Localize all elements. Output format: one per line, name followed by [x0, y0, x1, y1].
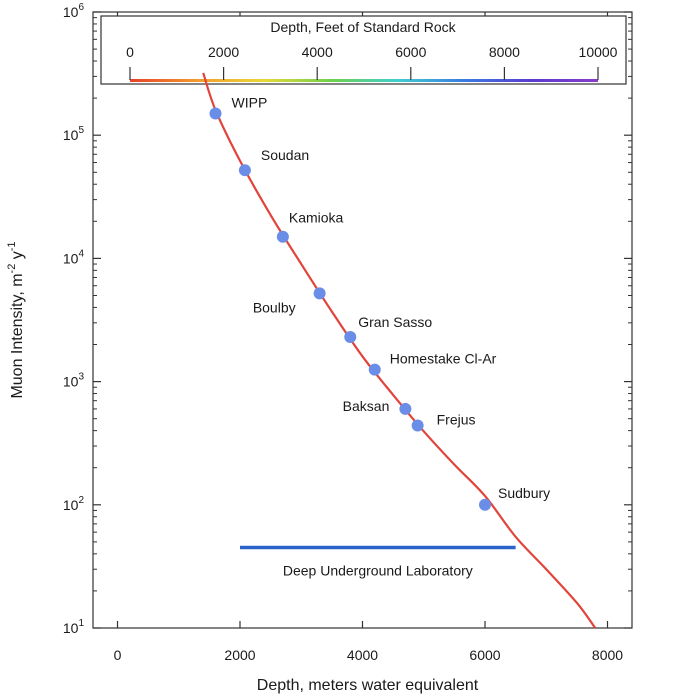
colorbar-tick-label: 8000: [489, 44, 520, 60]
y-tick-label: 106: [63, 2, 85, 20]
y-tick-label: 101: [63, 618, 85, 636]
data-point-wipp: [209, 107, 222, 120]
site-label: Baksan: [343, 398, 390, 414]
colorbar-tick-label: 2000: [208, 44, 239, 60]
site-label: Soudan: [261, 147, 309, 163]
data-point-gran-sasso: [344, 331, 357, 344]
x-tick-label: 4000: [347, 647, 378, 663]
y-tick-label: 102: [63, 495, 85, 513]
data-point-kamioka: [276, 230, 289, 243]
colorbar-tick-label: 10000: [579, 44, 618, 60]
data-point-baksan: [399, 402, 412, 415]
site-label: Boulby: [253, 299, 296, 315]
site-label: Frejus: [437, 412, 476, 428]
colorbar-tick-label: 6000: [395, 44, 426, 60]
x-tick-label: 0: [114, 647, 122, 663]
fit-curve-line: [202, 72, 597, 629]
data-point-sudbury: [479, 498, 491, 511]
y-tick-label: 104: [63, 248, 85, 266]
colorbar-inset-box: [100, 15, 627, 85]
underground-lab-label: Deep Underground Laboratory: [283, 563, 473, 579]
x-tick-label: 8000: [592, 647, 623, 663]
colorbar-tick-label: 0: [126, 44, 134, 60]
site-label: WIPP: [232, 95, 268, 111]
x-tick-label: 6000: [469, 647, 500, 663]
colorbar-title: Depth, Feet of Standard Rock: [270, 19, 456, 35]
data-point-soudan: [238, 164, 251, 177]
data-point-frejus: [411, 419, 424, 432]
colorbar-tick-label: 4000: [302, 44, 333, 60]
site-label: Homestake Cl-Ar: [390, 351, 497, 367]
site-label: Kamioka: [289, 210, 344, 226]
site-label: Gran Sasso: [358, 314, 432, 330]
data-point-homestake-cl-ar: [368, 363, 381, 376]
y-axis-title: Muon Intensity, m-2 y-1: [6, 241, 26, 398]
y-tick-label: 105: [63, 125, 85, 143]
data-point-boulby: [313, 287, 326, 300]
x-axis-title: Depth, meters water equivalent: [257, 677, 479, 694]
y-tick-label: 103: [63, 372, 85, 390]
colorbar-gradient: [130, 79, 598, 82]
site-label: Sudbury: [498, 485, 550, 501]
x-tick-label: 2000: [224, 647, 255, 663]
